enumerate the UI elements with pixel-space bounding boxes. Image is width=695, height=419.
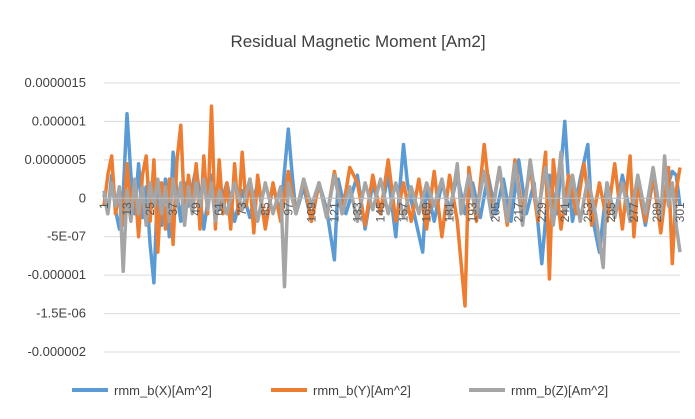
- x-tick-label: 109: [304, 202, 318, 222]
- legend-label: rmm_b(Z)[Am^2]: [511, 383, 608, 398]
- y-tick-label: -5E-07: [47, 229, 86, 244]
- x-tick-label: 85: [258, 202, 272, 216]
- y-tick-label: 0.000001: [32, 113, 86, 128]
- x-tick-label: 265: [604, 202, 618, 222]
- x-tick-label: 97: [281, 202, 295, 216]
- x-tick-label: 277: [627, 202, 641, 222]
- x-tick-label: 1: [97, 202, 111, 209]
- x-tick-label: 217: [512, 202, 526, 222]
- x-tick-label: 145: [373, 202, 387, 222]
- x-tick-label: 253: [581, 202, 595, 222]
- x-tick-label: 169: [420, 202, 434, 222]
- y-axis-ticks: 0.0000015 0.000001 0.0000005 0 -5E-07 -0.0000…: [25, 75, 86, 359]
- x-tick-label: 301: [673, 202, 687, 222]
- x-axis-ticks: 1 13 25 37 49 61 73 85 97 109 121 133 145 157 169 181 19…: [97, 202, 687, 222]
- legend-label: rmm_b(Y)[Am^2]: [313, 383, 411, 398]
- y-tick-label: 0: [79, 190, 86, 205]
- x-tick-label: 13: [120, 202, 134, 216]
- legend-label: rmm_b(X)[Am^2]: [114, 383, 212, 398]
- x-tick-label: 25: [143, 202, 157, 216]
- x-tick-label: 205: [489, 202, 503, 222]
- x-tick-label: 157: [397, 202, 411, 222]
- x-tick-label: 73: [235, 202, 249, 216]
- series-line-3: [102, 150, 682, 289]
- y-tick-label: 0.0000005: [25, 152, 86, 167]
- legend: rmm_b(X)[Am^2] rmm_b(Y)[Am^2] rmm_b(Z)[Am^…: [72, 383, 608, 398]
- chart-title: Residual Magnetic Moment [Am2]: [230, 32, 485, 51]
- legend-entry-3: rmm_b(Z)[Am^2]: [469, 383, 608, 398]
- x-tick-label: 229: [535, 202, 549, 222]
- y-tick-label: 0.0000015: [25, 75, 86, 90]
- y-tick-label: -0.000002: [27, 344, 86, 359]
- x-tick-label: 241: [558, 202, 572, 222]
- x-tick-label: 49: [189, 202, 203, 216]
- legend-entry-1: rmm_b(X)[Am^2]: [72, 383, 212, 398]
- x-tick-label: 61: [212, 202, 226, 216]
- x-tick-label: 121: [327, 202, 341, 222]
- x-tick-label: 133: [350, 202, 364, 222]
- x-tick-label: 37: [166, 202, 180, 216]
- y-tick-label: -1.5E-06: [36, 306, 86, 321]
- series-lines: [102, 104, 682, 308]
- x-tick-label: 289: [650, 202, 664, 222]
- y-tick-label: -0.000001: [27, 267, 86, 282]
- x-tick-label: 193: [466, 202, 480, 222]
- legend-entry-2: rmm_b(Y)[Am^2]: [271, 383, 411, 398]
- x-tick-label: 181: [443, 202, 457, 222]
